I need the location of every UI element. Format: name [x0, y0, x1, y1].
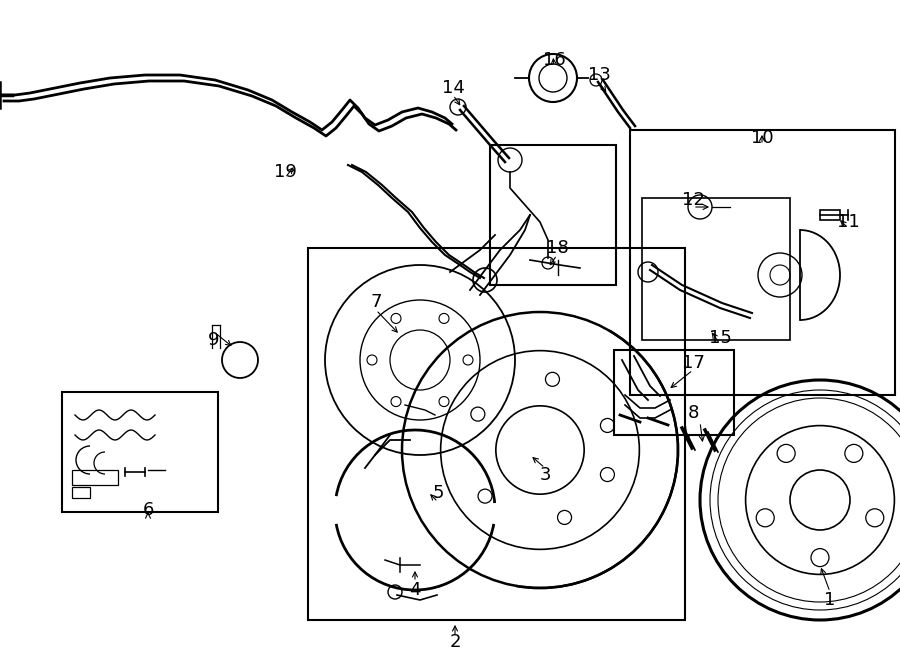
Bar [72, 487, 90, 498]
Text: 5: 5 [432, 484, 444, 502]
Text: 17: 17 [681, 354, 705, 372]
Bar [642, 198, 790, 340]
Bar [614, 350, 734, 435]
Bar [308, 248, 685, 620]
Bar [490, 145, 616, 285]
Bar [630, 130, 895, 395]
Text: 6: 6 [142, 501, 154, 519]
Bar [62, 392, 218, 512]
Text: 11: 11 [837, 213, 859, 231]
Text: 13: 13 [588, 66, 610, 84]
Text: 9: 9 [208, 331, 220, 349]
Text: 18: 18 [545, 239, 569, 257]
Text: 1: 1 [824, 591, 836, 609]
Text: 10: 10 [751, 129, 773, 147]
Text: 16: 16 [543, 51, 565, 69]
Text: 8: 8 [688, 404, 698, 422]
Text: 15: 15 [708, 329, 732, 347]
Bar [72, 470, 118, 485]
Text: 19: 19 [274, 163, 296, 181]
Text: 7: 7 [370, 293, 382, 311]
Text: 14: 14 [442, 79, 464, 97]
Text: 12: 12 [681, 191, 705, 209]
Text: 3: 3 [539, 466, 551, 484]
Text: 2: 2 [449, 633, 461, 651]
Text: 4: 4 [410, 581, 421, 599]
Bar [820, 210, 840, 220]
